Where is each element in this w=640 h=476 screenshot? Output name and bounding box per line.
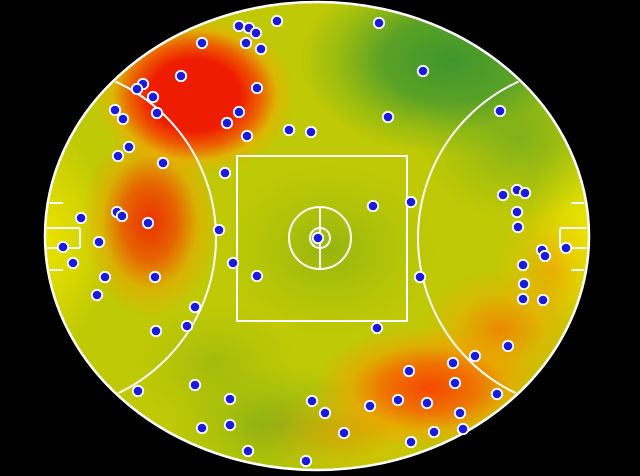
field-heatmap-surface (44, 1, 590, 471)
